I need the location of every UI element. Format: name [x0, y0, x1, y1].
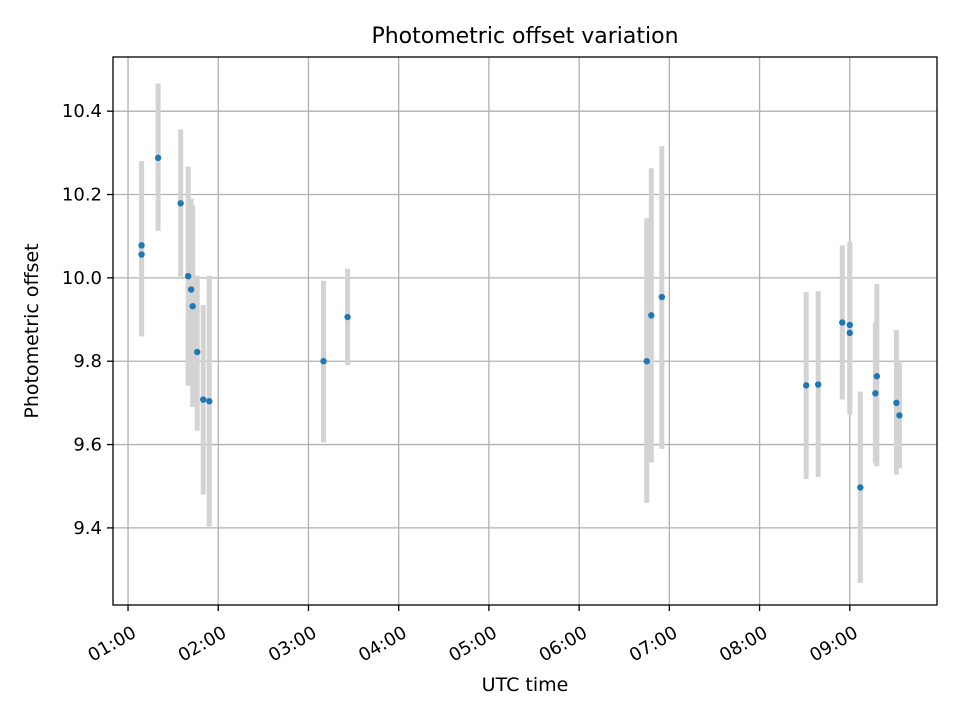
grid [113, 57, 937, 605]
data-point [200, 396, 207, 403]
data-point [839, 319, 846, 326]
y-tick-label: 10.4 [62, 101, 102, 122]
y-tick-label: 9.4 [73, 518, 102, 539]
data-point [138, 242, 145, 249]
y-tick-label: 9.6 [73, 435, 102, 456]
data-point [802, 382, 810, 389]
data-point [873, 373, 881, 380]
data-point [893, 399, 900, 407]
chart-title: Photometric offset variation [371, 24, 678, 49]
data-point [846, 321, 853, 329]
data-point [846, 329, 853, 337]
data-point [872, 390, 879, 397]
data-point [643, 358, 650, 365]
data-point [857, 484, 864, 491]
data-points [138, 154, 903, 491]
data-point [187, 286, 195, 293]
data-point [154, 154, 162, 162]
y-axis-label: Photometric offset [21, 243, 43, 418]
data-point [344, 313, 351, 321]
data-point [648, 312, 655, 319]
y-tick-label: 10.2 [62, 185, 102, 206]
data-point [206, 398, 213, 405]
data-point [138, 251, 145, 258]
data-point [815, 381, 822, 388]
y-tick-label: 10.0 [62, 268, 102, 289]
y-tick-label: 9.8 [73, 351, 102, 372]
data-point [320, 358, 327, 365]
data-point [177, 200, 184, 207]
plot-frame [112, 56, 938, 606]
data-point [658, 293, 666, 301]
y-axis-ticks: 9.4 9.6 9.8 10.0 10.2 10.4 [62, 101, 113, 539]
data-point [194, 348, 201, 356]
data-point [189, 303, 196, 310]
x-axis-label: UTC time [482, 674, 569, 696]
data-point [184, 273, 192, 280]
data-point [896, 412, 903, 419]
